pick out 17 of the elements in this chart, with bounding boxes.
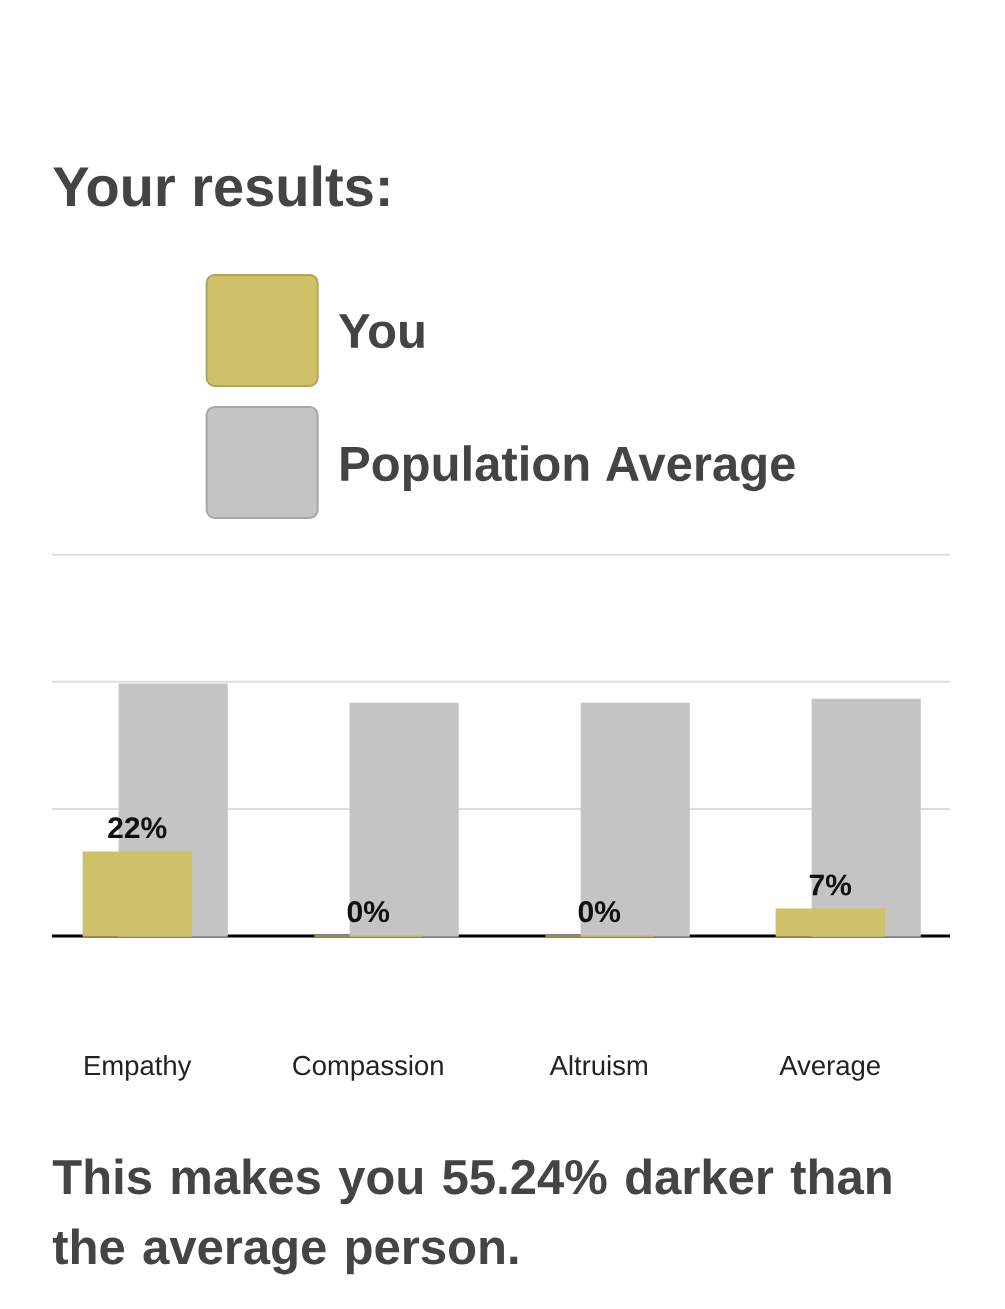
data-label: 7% [809,874,852,896]
bar [775,908,885,937]
x-tick-label: Compassion [293,1055,443,1081]
bar [349,702,459,937]
data-label: 22% [108,817,167,839]
x-tick-label: Empathy [85,1055,192,1081]
text: This makes you 55.24% darker than the average person. [52,1158,891,1275]
bar [580,702,690,937]
x-tick-label: Altruism [549,1055,647,1076]
bar [811,698,921,937]
x-tick-label: Average [779,1056,880,1081]
legend-label: You [338,314,424,349]
bar [82,851,192,937]
legend-label: Population Average [341,445,795,492]
data-label: 0% [578,901,621,923]
chart-title: Your results: [53,165,389,207]
data-label: 0% [347,901,390,923]
